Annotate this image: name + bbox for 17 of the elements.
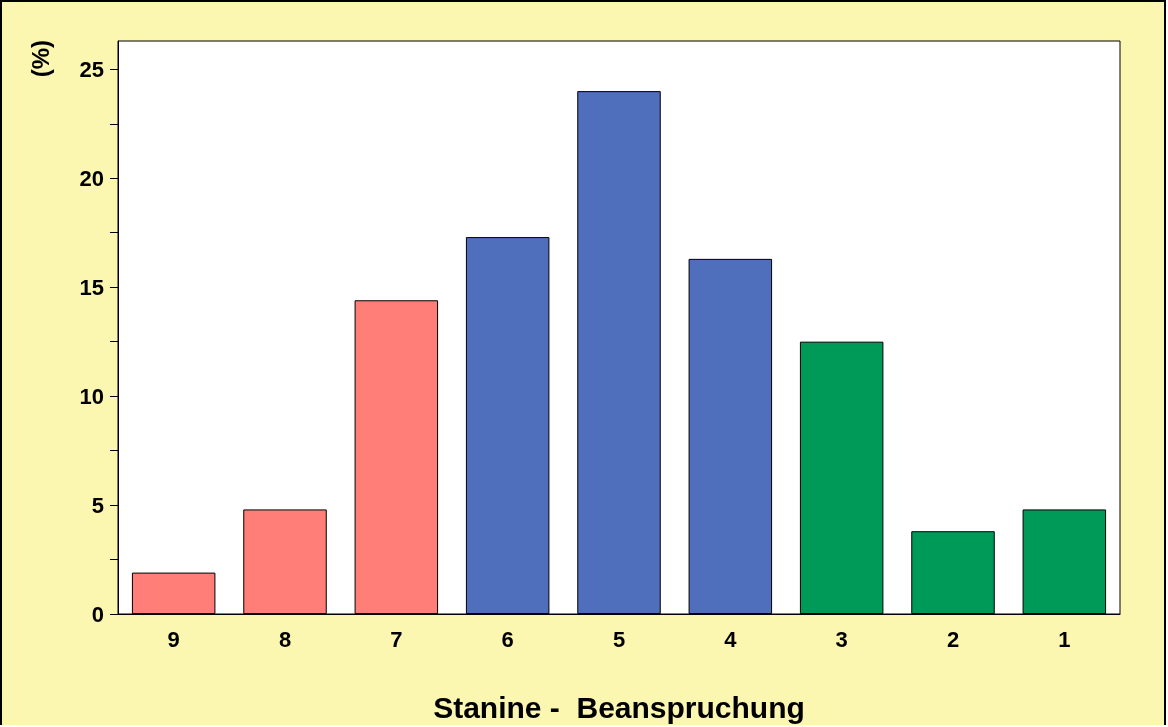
y-tick-label: 15	[79, 274, 104, 300]
x-axis-title: Stanine - Beanspruchung	[433, 690, 805, 724]
y-tick-label: 25	[79, 56, 104, 82]
x-tick-label: 8	[278, 626, 292, 652]
y-tick-label: 0	[91, 601, 104, 627]
x-tick-label: 2	[946, 626, 960, 652]
y-tick-label: 10	[79, 383, 104, 409]
y-tick-label: 5	[91, 492, 104, 518]
y-tick-label: 20	[79, 165, 104, 191]
x-tick-label: 9	[167, 626, 180, 652]
x-tick-label: 1	[1058, 626, 1071, 652]
x-tick-label: 6	[501, 626, 514, 652]
x-tick-label: 7	[390, 626, 403, 652]
x-tick-label: 3	[835, 626, 848, 652]
x-tick-label: 4	[724, 626, 738, 652]
x-tick-label: 5	[612, 626, 626, 652]
y-axis-title: (%)	[26, 40, 54, 78]
